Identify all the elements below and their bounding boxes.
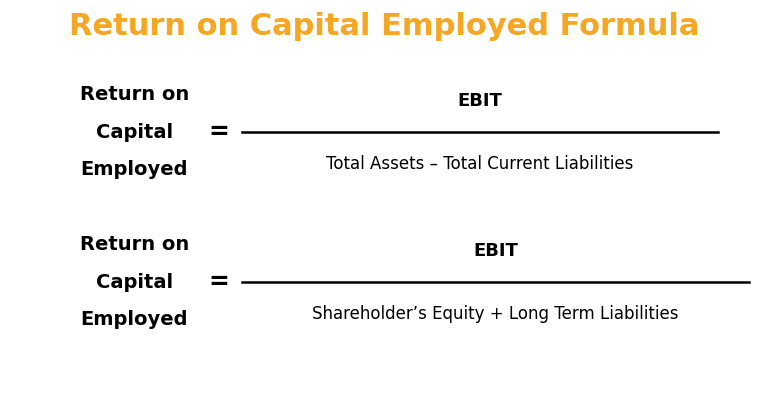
Text: Total Assets – Total Current Liabilities: Total Assets – Total Current Liabilities xyxy=(326,155,634,173)
Text: =: = xyxy=(208,120,230,144)
Text: EBIT: EBIT xyxy=(458,92,502,110)
Text: Return on Capital Employed Formula: Return on Capital Employed Formula xyxy=(69,12,699,41)
Text: Employed: Employed xyxy=(81,310,188,329)
Text: Shareholder’s Equity + Long Term Liabilities: Shareholder’s Equity + Long Term Liabili… xyxy=(312,305,679,323)
Text: Capital: Capital xyxy=(96,273,173,292)
Text: Return on: Return on xyxy=(80,85,189,104)
Text: Employed: Employed xyxy=(81,160,188,179)
Text: Return on: Return on xyxy=(80,235,189,254)
Text: Capital: Capital xyxy=(96,123,173,142)
Text: =: = xyxy=(208,271,230,294)
Text: EBIT: EBIT xyxy=(473,242,518,260)
